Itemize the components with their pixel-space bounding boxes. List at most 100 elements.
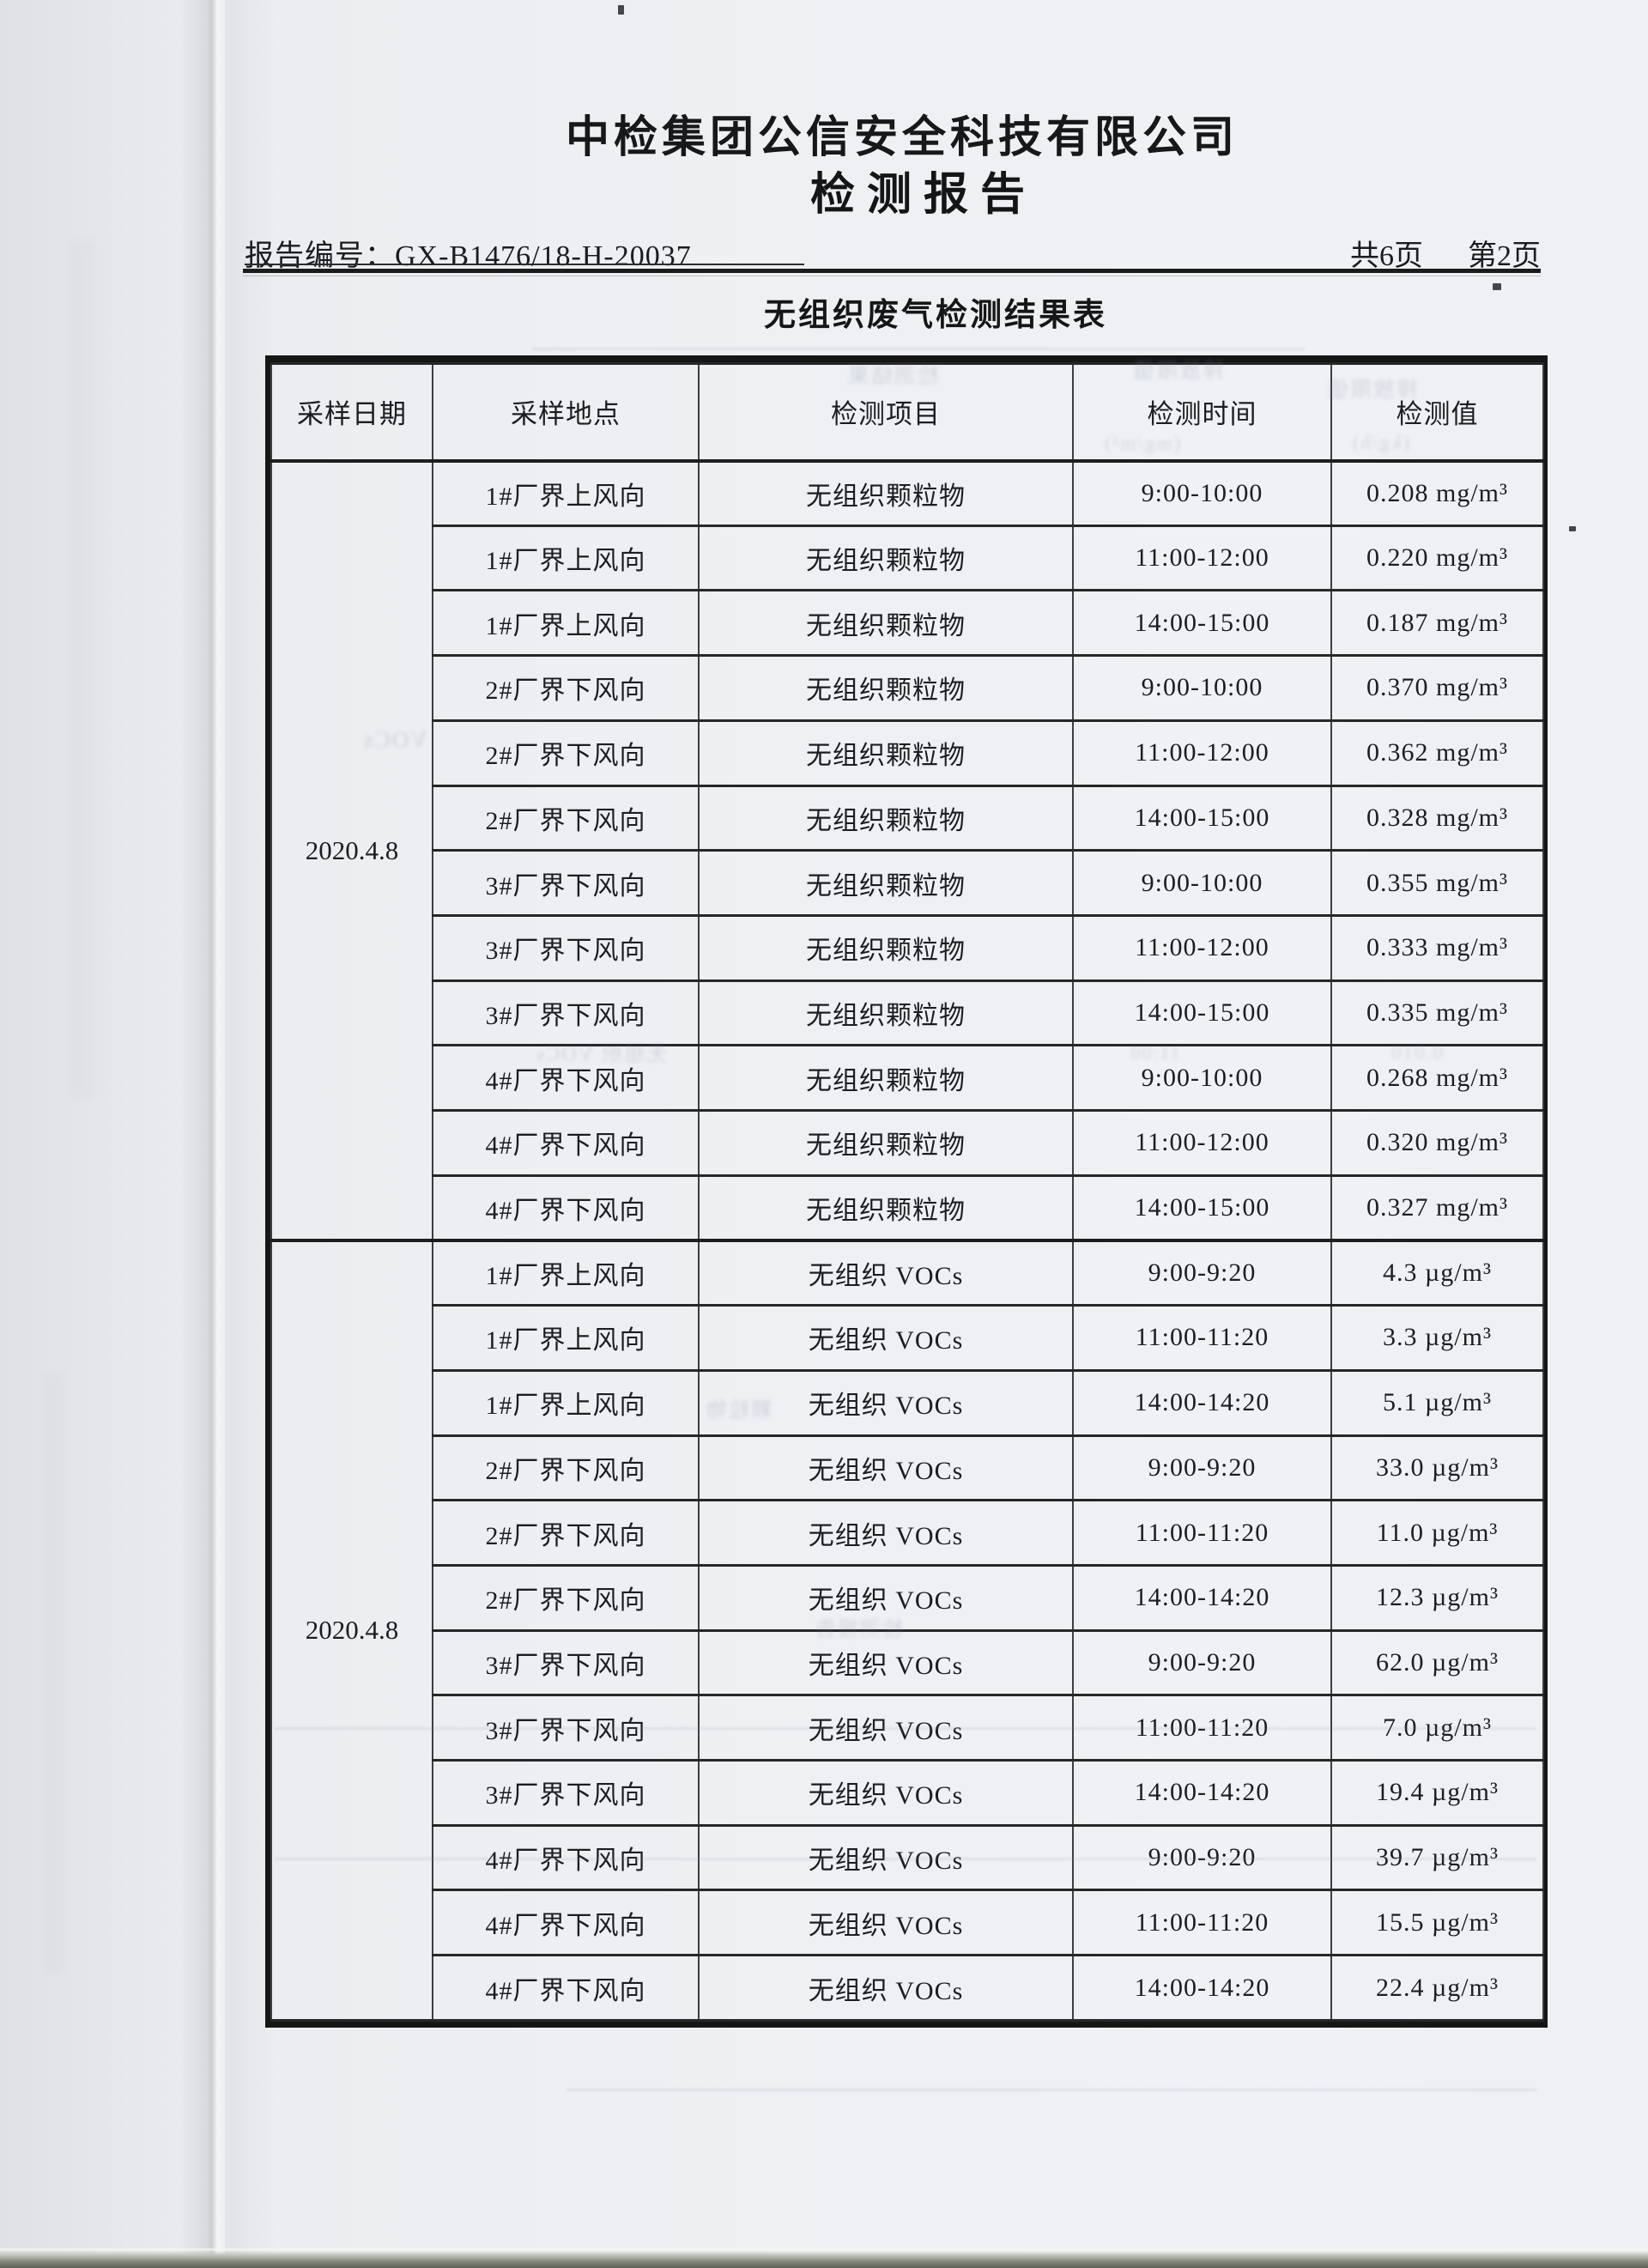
- table-row: 2#厂界下风向 无组织 VOCs 11:00-11:20 11.0 µg/m³: [271, 1499, 1544, 1567]
- sample-location-cell: 4#厂界下风向: [432, 1954, 700, 2022]
- sample-location-cell: 4#厂界下风向: [432, 1173, 700, 1242]
- sample-location-cell: 1#厂界上风向: [432, 1304, 700, 1372]
- table-row: 3#厂界下风向 无组织颗粒物 9:00-10:00 0.355 mg/m³: [271, 849, 1544, 917]
- sample-date-cell: 2020.4.8: [270, 458, 433, 1242]
- test-value-cell: 0.268 mg/m³: [1330, 1044, 1544, 1113]
- table-row: 1#厂界上风向 无组织 VOCs 11:00-11:20 3.3 µg/m³: [271, 1304, 1544, 1372]
- table-row: 1#厂界上风向 无组织 VOCs 14:00-14:20 5.1 µg/m³: [271, 1368, 1544, 1437]
- bleedthrough-ghost-text: VOCs: [362, 726, 427, 753]
- sample-location-cell: 2#厂界下风向: [432, 1434, 700, 1502]
- table-row: 2#厂界下风向 无组织 VOCs 14:00-14:20 12.3 µg/m³: [271, 1563, 1544, 1632]
- scan-speck: [618, 5, 624, 15]
- table-row: 4#厂界下风向 无组织 VOCs 11:00-11:20 15.5 µg/m³: [271, 1889, 1544, 1957]
- test-value-cell: 0.328 mg/m³: [1330, 784, 1544, 852]
- scan-speck: [1493, 283, 1501, 290]
- bleedthrough-streak: [532, 348, 1305, 350]
- test-time-cell: 14:00-15:00: [1072, 1173, 1332, 1242]
- test-value-cell: 0.362 mg/m³: [1330, 719, 1544, 787]
- test-item-cell: 无组织 VOCs: [698, 1304, 1074, 1372]
- column-header-value: 检测值: [1330, 362, 1544, 462]
- test-item-cell: 无组织颗粒物: [698, 458, 1074, 527]
- table-row: 1#厂界上风向 无组织颗粒物 14:00-15:00 0.187 mg/m³: [271, 589, 1544, 658]
- test-item-cell: 无组织颗粒物: [698, 849, 1074, 917]
- table-row: 2#厂界下风向 无组织颗粒物 14:00-15:00 0.328 mg/m³: [271, 784, 1544, 852]
- sample-location-cell: 2#厂界下风向: [432, 1499, 700, 1567]
- test-item-cell: 无组织颗粒物: [698, 913, 1074, 982]
- sample-location-cell: 4#厂界下风向: [432, 1044, 700, 1113]
- test-item-cell: 无组织 VOCs: [698, 1694, 1074, 1762]
- report-number: 报告编号：GX-B1476/18-H-20037: [245, 232, 692, 274]
- adjacent-page-edge: [0, 0, 211, 2268]
- results-table-header: 采样日期 采样地点 检测项目 检测时间 检测值: [270, 362, 1544, 462]
- column-header-item: 检测项目: [698, 362, 1074, 462]
- bleedthrough-streak: [566, 2089, 1536, 2091]
- test-time-cell: 11:00-12:00: [1072, 524, 1332, 592]
- sample-location-cell: 3#厂界下风向: [432, 1628, 700, 1697]
- test-item-cell: 无组织 VOCs: [698, 1238, 1074, 1307]
- sample-location-cell: 2#厂界下风向: [432, 1563, 700, 1632]
- test-time-cell: 9:00-9:20: [1072, 1238, 1332, 1307]
- test-item-cell: 无组织 VOCs: [698, 1563, 1074, 1632]
- test-item-cell: 无组织 VOCs: [698, 1628, 1074, 1697]
- table-row: 3#厂界下风向 无组织颗粒物 11:00-12:00 0.333 mg/m³: [271, 913, 1544, 982]
- test-time-cell: 9:00-9:20: [1072, 1628, 1332, 1697]
- bleedthrough-ghost-text: 排放限值: [1130, 360, 1225, 383]
- test-item-cell: 无组织颗粒物: [698, 1109, 1074, 1177]
- test-time-cell: 11:00-11:20: [1072, 1499, 1332, 1567]
- column-header-date: 采样日期: [270, 362, 433, 462]
- table-row: 3#厂界下风向 无组织 VOCs 9:00-9:20 62.0 µg/m³: [271, 1628, 1544, 1697]
- bleedthrough-ghost-text: 11:00: [1129, 1042, 1180, 1064]
- sample-date-cell: 2020.4.8: [270, 1238, 433, 2022]
- scanner-bottom-edge: [0, 2251, 1648, 2268]
- sample-location-cell: 1#厂界上风向: [432, 458, 700, 527]
- test-value-cell: 22.4 µg/m³: [1330, 1954, 1544, 2022]
- test-value-cell: 33.0 µg/m³: [1330, 1434, 1544, 1502]
- test-time-cell: 9:00-9:20: [1072, 1434, 1332, 1502]
- table-row: 4#厂界下风向 无组织颗粒物 11:00-12:00 0.320 mg/m³: [271, 1109, 1544, 1177]
- test-value-cell: 0.320 mg/m³: [1330, 1109, 1544, 1177]
- header-row: 采样日期 采样地点 检测项目 检测时间 检测值: [270, 362, 1544, 462]
- test-time-cell: 11:00-11:20: [1072, 1889, 1332, 1957]
- test-value-cell: 0.335 mg/m³: [1330, 979, 1544, 1047]
- sample-location-cell: 4#厂界下风向: [432, 1823, 700, 1892]
- bleedthrough-ghost-text: 检测报告: [814, 1618, 903, 1641]
- test-time-cell: 11:00-11:20: [1072, 1694, 1332, 1762]
- table-row: 2#厂界下风向 无组织颗粒物 9:00-10:00 0.370 mg/m³: [271, 654, 1544, 722]
- table-row: 3#厂界下风向 无组织 VOCs 11:00-11:20 7.0 µg/m³: [271, 1694, 1544, 1762]
- bleedthrough-ghost-text: (mg/m³): [1103, 433, 1180, 454]
- test-value-cell: 0.370 mg/m³: [1330, 654, 1544, 722]
- test-value-cell: 12.3 µg/m³: [1330, 1563, 1544, 1632]
- test-time-cell: 9:00-10:00: [1072, 1044, 1332, 1113]
- test-time-cell: 9:00-10:00: [1072, 458, 1332, 527]
- test-time-cell: 14:00-14:20: [1072, 1954, 1332, 2022]
- test-item-cell: 无组织 VOCs: [698, 1954, 1074, 2022]
- test-time-cell: 11:00-11:20: [1072, 1304, 1332, 1372]
- sample-location-cell: 3#厂界下风向: [432, 1694, 700, 1762]
- bleedthrough-ghost-text: 排放限值: [1324, 379, 1419, 402]
- test-time-cell: 14:00-15:00: [1072, 979, 1332, 1047]
- sample-location-cell: 3#厂界下风向: [432, 913, 700, 982]
- sample-location-cell: 3#厂界下风向: [432, 979, 700, 1047]
- page-current: 第2页: [1468, 240, 1541, 272]
- column-header-location: 采样地点: [432, 362, 700, 462]
- test-value-cell: 3.3 µg/m³: [1330, 1304, 1544, 1372]
- test-item-cell: 无组织颗粒物: [698, 1044, 1074, 1113]
- test-time-cell: 14:00-14:20: [1072, 1368, 1332, 1437]
- test-time-cell: 9:00-10:00: [1072, 849, 1332, 917]
- table-row: 4#厂界下风向 无组织颗粒物 14:00-15:00 0.327 mg/m³: [271, 1173, 1544, 1242]
- column-header-time: 检测时间: [1072, 362, 1332, 462]
- test-time-cell: 9:00-9:20: [1072, 1823, 1332, 1892]
- test-value-cell: 0.220 mg/m³: [1330, 524, 1544, 592]
- test-item-cell: 无组织 VOCs: [698, 1759, 1074, 1827]
- bleedthrough-ghost-text: 0.010: [1390, 1042, 1443, 1064]
- table-row: 3#厂界下风向 无组织颗粒物 14:00-15:00 0.335 mg/m³: [271, 979, 1544, 1047]
- test-value-cell: 0.327 mg/m³: [1330, 1173, 1544, 1242]
- test-value-cell: 7.0 µg/m³: [1330, 1694, 1544, 1762]
- document-title: 检测报告: [809, 171, 1037, 220]
- test-time-cell: 14:00-15:00: [1072, 589, 1332, 658]
- table-title: 无组织废气检测结果表: [764, 298, 1107, 333]
- sample-location-cell: 3#厂界下风向: [432, 1759, 700, 1827]
- test-time-cell: 11:00-12:00: [1072, 1109, 1332, 1177]
- table-row: 4#厂界下风向 无组织颗粒物 9:00-10:00 0.268 mg/m³: [271, 1044, 1544, 1113]
- report-number-label: 报告编号：: [245, 240, 395, 272]
